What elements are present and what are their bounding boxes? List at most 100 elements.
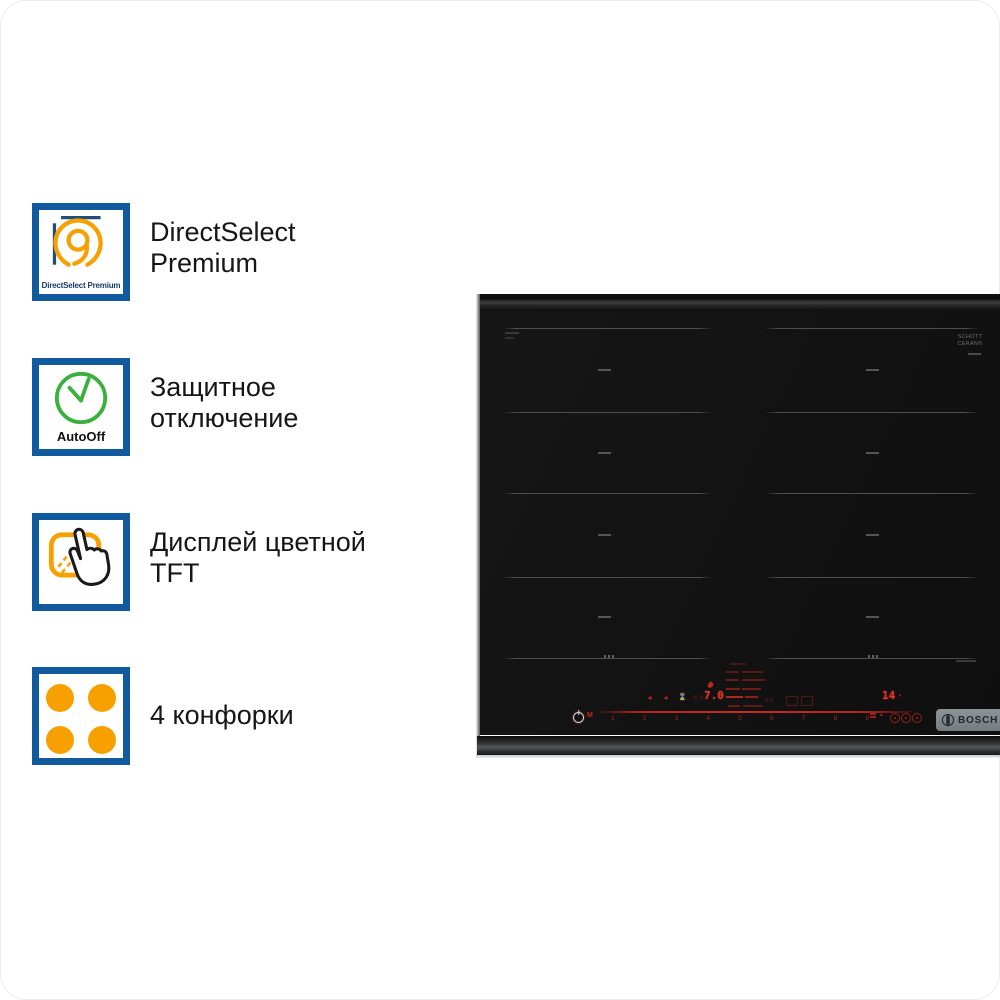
feature-label-line: Дисплей цветной — [150, 527, 366, 557]
directselect-dial-icon — [52, 216, 103, 267]
zone-marking — [505, 337, 514, 339]
glass-branding-line: SCHOTT — [957, 334, 983, 340]
menu-line — [730, 663, 746, 665]
zone-center-mark — [866, 534, 879, 536]
cooking-zone-line — [503, 328, 712, 329]
feature-label-line: DirectSelect — [150, 217, 296, 247]
cooking-zone-line — [765, 493, 978, 494]
zone-center-mark — [598, 452, 611, 454]
indicator-dot: · — [853, 699, 855, 705]
zone-center-mark — [598, 534, 611, 536]
feature-badge-tft-display — [32, 513, 130, 611]
feature-label: Защитное отключение — [150, 372, 298, 434]
zone-marking — [604, 655, 606, 658]
childlock-icon — [890, 713, 900, 723]
slider-tick: 7 — [801, 715, 806, 722]
cooking-zone-line — [765, 658, 978, 659]
zone-center-mark — [866, 369, 879, 371]
zone-center-mark — [866, 452, 879, 454]
feature-label: 4 конфорки — [150, 700, 294, 731]
feature-row-tft-display: Дисплей цветной TFT — [32, 513, 462, 611]
droplet-icon — [706, 681, 715, 689]
cooking-zone-line — [503, 658, 712, 659]
feature-badge-burners — [32, 667, 130, 765]
feature-label-line: TFT — [150, 558, 200, 588]
slider-scale: 1 2 3 4 5 6 7 8 9 — [611, 715, 869, 722]
power-icon — [573, 712, 584, 723]
hob-front-edge — [477, 736, 1000, 756]
bosch-emblem-icon — [941, 713, 955, 727]
zone-select-key — [801, 696, 813, 706]
zone-marking — [868, 655, 870, 658]
power-slider — [601, 711, 912, 713]
power-level-display: 7.0 — [704, 689, 724, 702]
feature-badge-autooff: AutoOff — [32, 358, 130, 456]
stopwatch-icon — [912, 713, 922, 723]
feature-row-directselect: DirectSelect Premium DirectSelect Premiu… — [32, 203, 462, 301]
burner-dot — [46, 684, 74, 712]
zone-center-mark — [598, 369, 611, 371]
hob-top-bezel — [478, 294, 1000, 311]
burner-dot — [88, 726, 116, 754]
burner-dot — [88, 684, 116, 712]
badge-caption: DirectSelect Premium — [41, 281, 121, 290]
zone-marking — [956, 660, 976, 662]
menu-line — [742, 688, 761, 690]
menu-line — [742, 671, 763, 673]
glass-branding: SCHOTT CERAN® — [948, 334, 992, 347]
cooking-zone-line — [503, 412, 712, 413]
arrow-down-icon: ▾ — [899, 693, 902, 699]
slider-tick: 6 — [769, 715, 774, 722]
boost-icon: ▲ — [879, 712, 884, 718]
menu-line — [742, 679, 765, 681]
feature-label: Дисплей цветной TFT — [150, 527, 366, 589]
menu-line — [728, 705, 740, 707]
touch-display-icon — [48, 527, 111, 586]
menu-line — [726, 696, 743, 698]
glass-branding-sub — [968, 353, 981, 355]
cooking-zone-line — [503, 577, 712, 578]
hob-bottom-edge — [476, 755, 1000, 758]
cooking-zone-line — [503, 493, 712, 494]
slider-tick: 1 — [611, 715, 615, 722]
feature-row-burners: 4 конфорки — [32, 667, 462, 765]
ceramic-glass: SCHOTT CERAN® M 1 2 3 4 5 6 7 8 9 — [480, 311, 1000, 735]
feature-label: DirectSelect Premium — [150, 217, 296, 279]
zone-select-key — [786, 696, 798, 706]
slider-tick: 9 — [865, 715, 869, 722]
menu-line — [743, 705, 763, 707]
bosch-logo-text: BOSCH — [958, 714, 999, 726]
pointing-hand-icon — [68, 527, 111, 586]
cooking-zone-line — [765, 412, 978, 413]
zone-marking — [505, 332, 519, 334]
feature-label-line: 4 конфорки — [150, 700, 294, 730]
feature-label-line: Premium — [150, 248, 259, 278]
sub-digit: 5 — [700, 695, 704, 701]
menu-line — [745, 696, 758, 698]
slider-tick: 3 — [674, 715, 679, 722]
keep-warm-icon: ♨ — [692, 694, 699, 701]
menu-line — [726, 688, 740, 690]
zone-center-mark — [866, 616, 879, 618]
arrow-left-icon: ◄ — [646, 695, 653, 702]
mode-key-glyph: M — [587, 712, 593, 719]
induction-hob: SCHOTT CERAN® M 1 2 3 4 5 6 7 8 9 — [476, 294, 1000, 758]
slider-tick: 8 — [833, 715, 838, 722]
autooff-clock-icon — [54, 371, 108, 425]
slider-tick: 4 — [706, 715, 711, 722]
burner-dot — [46, 726, 74, 754]
slider-tick: 2 — [642, 715, 647, 722]
timer-display: 14 — [882, 689, 896, 702]
secondary-level-display: 5.0 — [765, 698, 774, 704]
cooking-zone-line — [765, 328, 978, 329]
menu-line — [870, 713, 876, 715]
menu-line — [726, 679, 739, 681]
hob-left-frame — [476, 294, 480, 758]
feature-row-autooff: AutoOff Защитное отключение — [32, 358, 462, 456]
feature-label-line: отключение — [150, 403, 299, 433]
zone-center-mark — [598, 616, 611, 618]
feature-badge-directselect: DirectSelect Premium — [32, 203, 130, 301]
timer-glass-icon: ⌛ — [678, 694, 687, 701]
cooking-zone-line — [765, 577, 978, 578]
